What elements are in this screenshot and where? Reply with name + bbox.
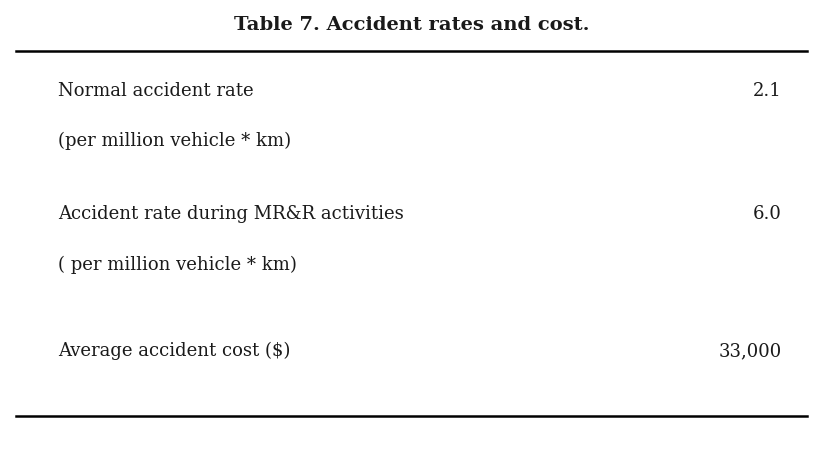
Text: (per million vehicle * km): (per million vehicle * km)	[58, 132, 291, 150]
Text: ( per million vehicle * km): ( per million vehicle * km)	[58, 255, 296, 273]
Text: 33,000: 33,000	[718, 341, 782, 359]
Text: Average accident cost ($): Average accident cost ($)	[58, 341, 290, 359]
Text: 2.1: 2.1	[753, 82, 782, 100]
Text: Normal accident rate: Normal accident rate	[58, 82, 253, 100]
Text: 6.0: 6.0	[753, 205, 782, 223]
Text: Accident rate during MR&R activities: Accident rate during MR&R activities	[58, 205, 403, 223]
Text: Table 7. Accident rates and cost.: Table 7. Accident rates and cost.	[234, 16, 589, 34]
